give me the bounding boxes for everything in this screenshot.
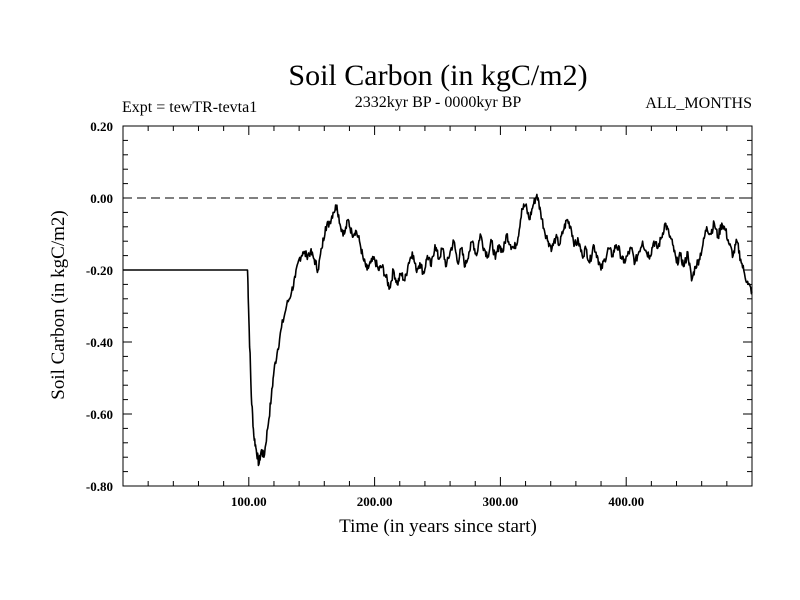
chart-subtitle: 2332kyr BP - 0000kyr BP: [355, 94, 522, 111]
ticks-layer: [123, 126, 752, 486]
y-axis-label: Soil Carbon (in kgC/m2): [48, 210, 69, 399]
series-line: [123, 193, 753, 467]
y-tick-label: -0.20: [86, 263, 113, 278]
x-axis-label: Time (in years since start): [339, 516, 537, 537]
plot-frame: [122, 125, 753, 487]
experiment-label: Expt = tewTR-tevta1: [122, 99, 257, 116]
y-tick-label: 0.20: [90, 119, 113, 134]
tick-labels-layer: 100.00 200.00 300.00 400.00 0.20 0.00 -0.20 -0.…: [86, 119, 644, 509]
y-tick-label: -0.60: [86, 407, 113, 422]
x-tick-label: 100.00: [231, 494, 267, 509]
season-label: ALL_MONTHS: [645, 95, 752, 112]
x-tick-label: 300.00: [483, 494, 519, 509]
chart-title: Soil Carbon (in kgC/m2): [288, 59, 587, 92]
x-tick-label: 400.00: [608, 494, 644, 509]
axes-layer: [122, 125, 753, 487]
x-tick-label: 200.00: [357, 494, 393, 509]
series-layer: [123, 193, 753, 467]
y-tick-label: 0.00: [90, 191, 113, 206]
y-tick-label: -0.80: [86, 479, 113, 494]
y-tick-label: -0.40: [86, 335, 113, 350]
